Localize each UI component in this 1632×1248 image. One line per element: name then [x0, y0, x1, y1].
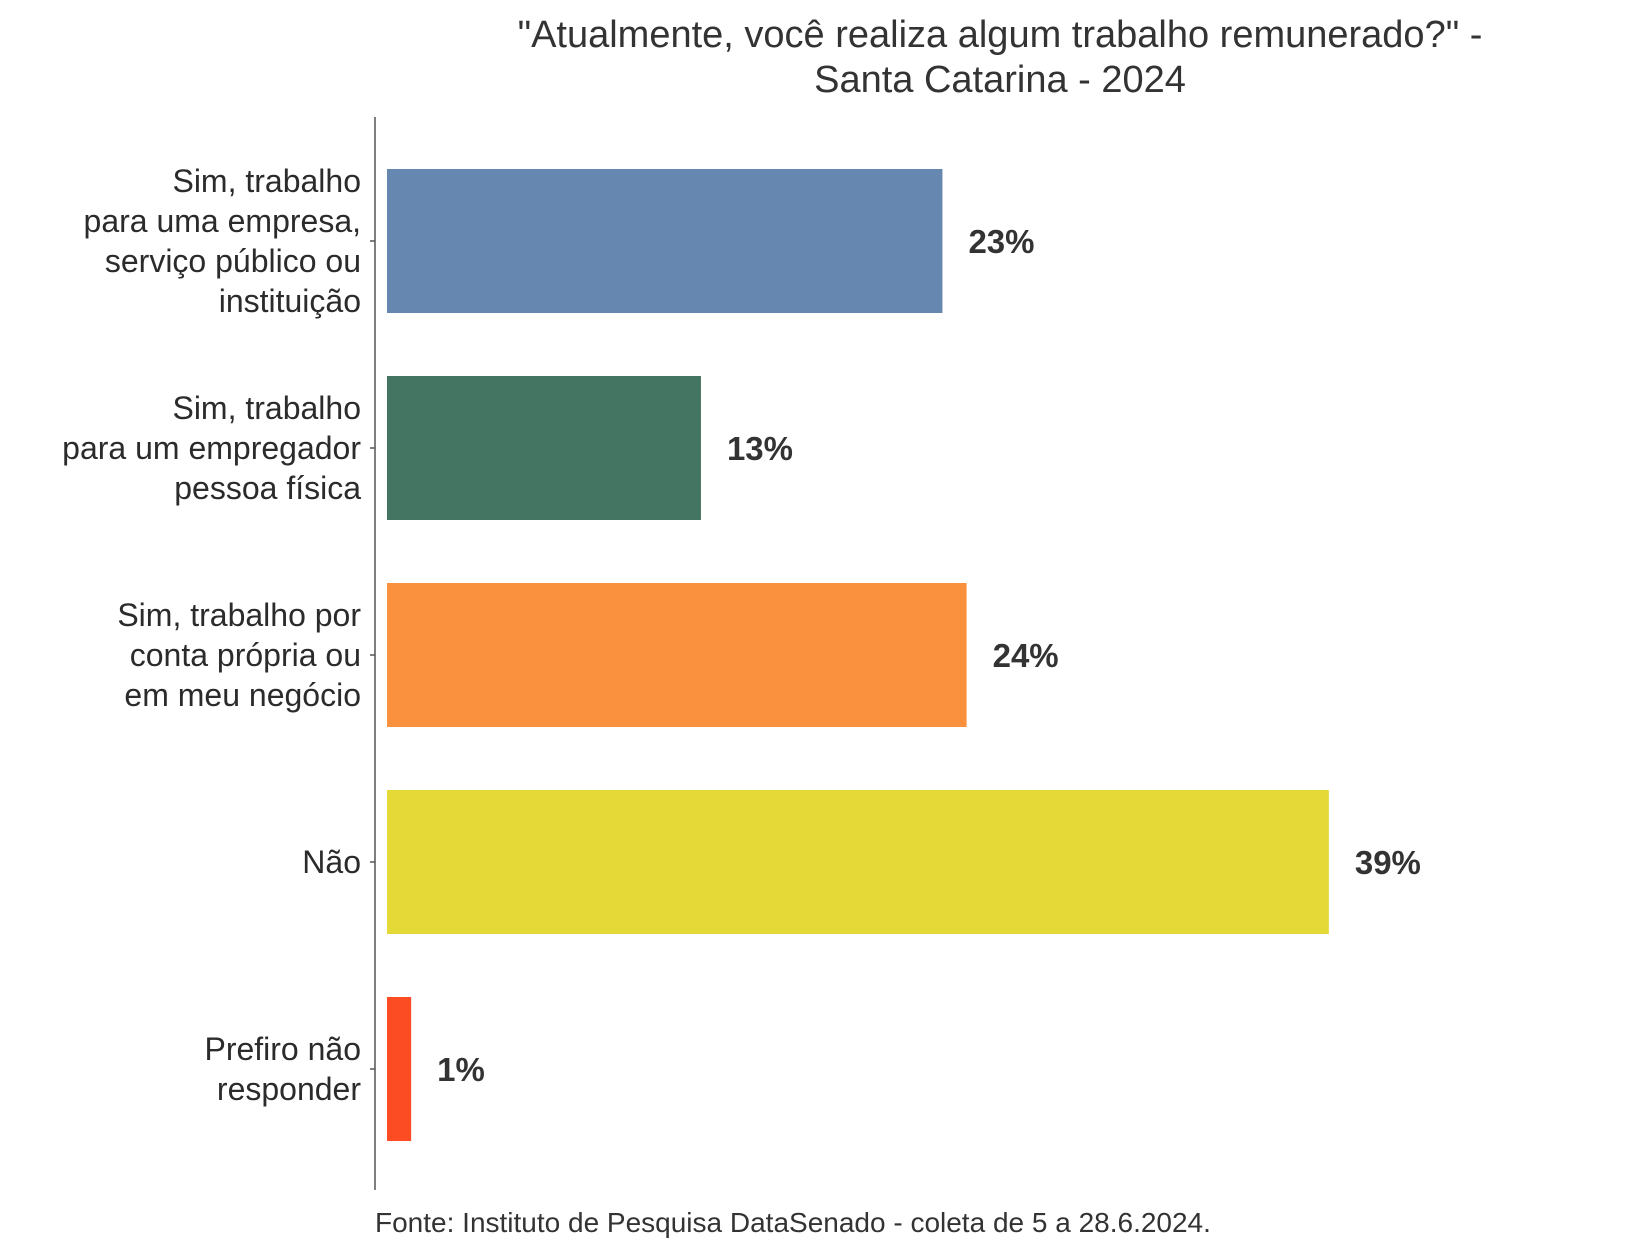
data-label: 1% — [437, 1051, 485, 1088]
category-label-line: para um empregador — [62, 430, 361, 466]
category-label: Prefiro não responder — [204, 1031, 361, 1107]
bar — [387, 169, 943, 313]
chart-title-line: Santa Catarina - 2024 — [814, 59, 1186, 101]
bar — [387, 790, 1329, 934]
y-axis-ticks — [370, 240, 375, 1070]
category-label-line: Prefiro não — [204, 1031, 361, 1067]
category-label: Sim, trabalho para uma empresa, serviço pú… — [84, 163, 361, 319]
bars — [387, 169, 1329, 1141]
category-labels: Sim, trabalho para uma empresa, serviço pú… — [62, 163, 361, 1107]
source-caption: Fonte: Instituto de Pesquisa DataSenado … — [375, 1207, 1211, 1238]
category-label-line: conta própria ou — [130, 637, 361, 673]
category-label-line: para uma empresa, — [84, 203, 361, 239]
category-label-line: serviço público ou — [105, 243, 361, 279]
category-label-line: pessoa física — [174, 470, 361, 506]
chart-title: "Atualmente, você realiza algum trabalho… — [518, 14, 1483, 101]
value-labels: 23% 13% 24% 39% 1% — [437, 223, 1421, 1088]
category-label: Não — [302, 844, 361, 880]
category-label-line: Sim, trabalho — [172, 163, 361, 199]
data-label: 13% — [727, 430, 793, 467]
category-label-line: Sim, trabalho — [172, 390, 361, 426]
data-label: 23% — [968, 223, 1034, 260]
data-label: 24% — [993, 637, 1059, 674]
bar — [387, 997, 412, 1141]
bar — [387, 583, 967, 727]
bar — [387, 376, 701, 520]
category-label: Sim, trabalho para um empregador pessoa fí… — [62, 390, 361, 506]
chart-title-line: "Atualmente, você realiza algum trabalho… — [518, 14, 1483, 56]
category-label-line: instituição — [219, 283, 361, 319]
category-label: Sim, trabalho por conta própria ou em meu … — [117, 597, 361, 713]
category-label-line: Não — [302, 844, 361, 880]
category-label-line: Sim, trabalho por — [117, 597, 361, 633]
category-label-line: responder — [217, 1071, 361, 1107]
data-label: 39% — [1355, 844, 1421, 881]
category-label-line: em meu negócio — [124, 677, 361, 713]
